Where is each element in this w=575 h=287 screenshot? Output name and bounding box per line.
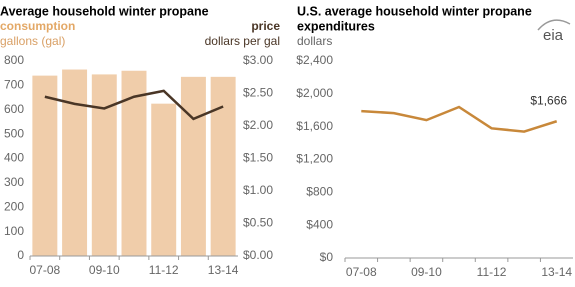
x-tick-label: 09-10	[89, 263, 120, 277]
y-tick-label: $400	[306, 217, 333, 231]
y2-tick-label: $1.00	[243, 183, 273, 197]
y-axis-label: gallons (gal)	[0, 34, 65, 48]
x-tick-label: 11-12	[477, 265, 507, 279]
x-tick-label: 07-08	[30, 263, 61, 277]
data-label: $1,666	[530, 93, 567, 107]
bar	[91, 74, 117, 256]
logo: eia	[537, 19, 571, 44]
line	[44, 89, 224, 121]
x-tick-label: 09-10	[411, 265, 442, 279]
y2-axis-label: dollars per gal	[205, 34, 280, 48]
bar	[210, 76, 236, 256]
y-tick-label: 800	[4, 53, 24, 67]
x-tick-label: 11-12	[149, 263, 179, 277]
logo-text: eia	[543, 27, 564, 44]
y2-tick-label: $2.50	[243, 86, 273, 100]
y-axis-label: dollars	[297, 34, 332, 48]
y2-tick-label: $3.00	[243, 53, 273, 67]
y-tick-label: 100	[4, 224, 24, 238]
bar	[62, 69, 88, 256]
x-tick-label: 07-08	[346, 265, 377, 279]
y-tick-label: $1,600	[296, 119, 333, 133]
y2-tick-label: $2.00	[243, 118, 273, 132]
chart-title: U.S. average household winter propane	[297, 4, 532, 18]
y-tick-label: 200	[4, 199, 24, 213]
bar	[32, 75, 58, 256]
y2-tick-label: $0.00	[243, 248, 273, 262]
line	[361, 105, 558, 133]
y-tick-label: 0	[17, 248, 24, 262]
y-tick-label: $2,000	[296, 86, 333, 100]
y-tick-label: 600	[4, 102, 24, 116]
y-tick-label: $2,400	[296, 53, 333, 67]
x-tick-label: 13-14	[541, 265, 572, 279]
bar	[151, 103, 177, 256]
y-tick-label: $800	[306, 185, 333, 199]
y-tick-label: 700	[4, 78, 24, 92]
y2-tick-label: $0.50	[243, 216, 273, 230]
logo-arc	[537, 19, 571, 31]
bar	[121, 70, 147, 256]
series-label: consumption	[0, 19, 75, 33]
y-tick-label: 500	[4, 126, 24, 140]
bar	[180, 76, 206, 256]
y-tick-label: $0	[320, 250, 334, 264]
y-tick-label: $1,200	[296, 152, 333, 166]
chart-title: Average household winter propane	[0, 4, 209, 18]
y2-tick-label: $1.50	[243, 151, 273, 165]
x-tick-label: 13-14	[208, 263, 239, 277]
y-tick-label: 400	[4, 151, 24, 165]
chart-title: expenditures	[297, 19, 375, 33]
series-label: price	[251, 19, 280, 33]
y-tick-label: 300	[4, 175, 24, 189]
